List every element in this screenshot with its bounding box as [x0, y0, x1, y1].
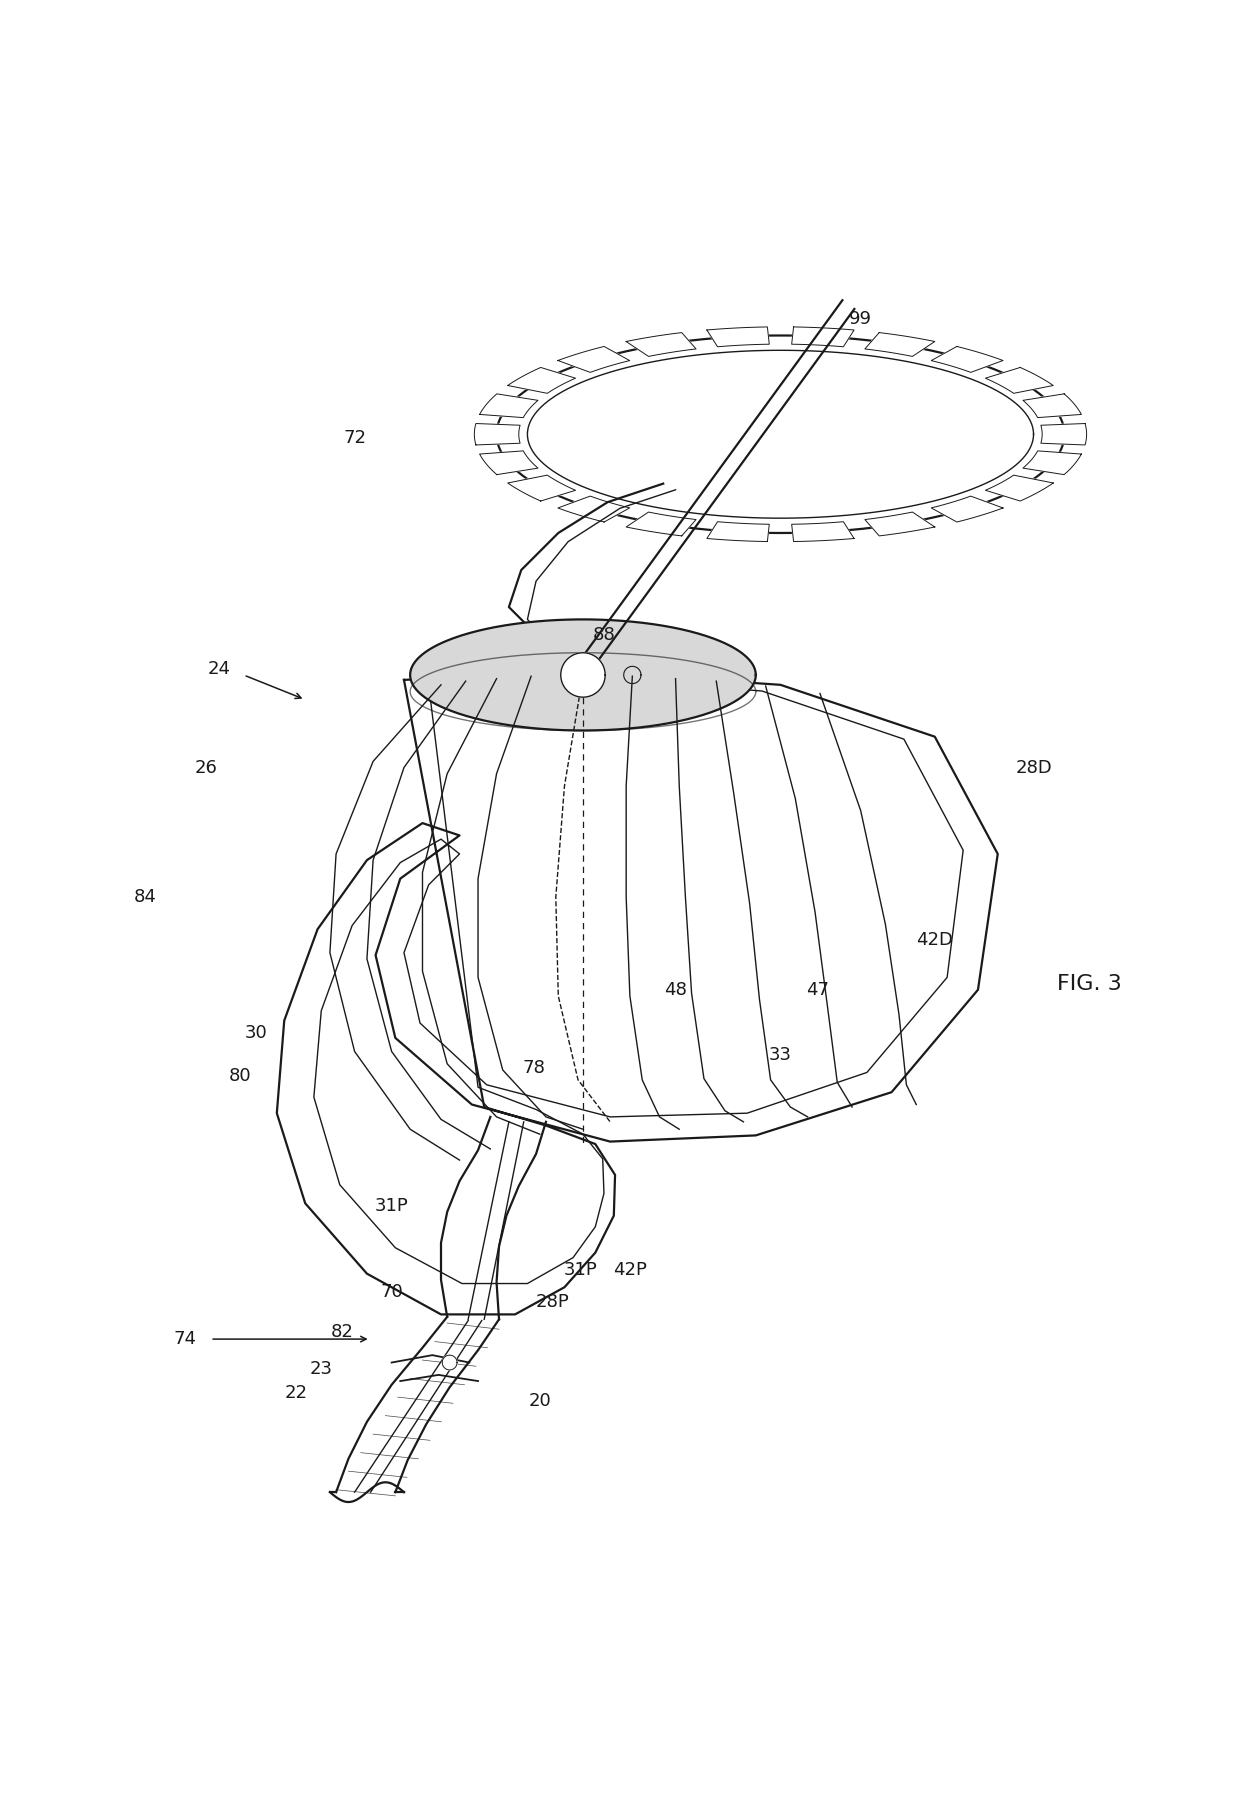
Text: 22: 22 — [285, 1384, 308, 1402]
Text: 74: 74 — [174, 1330, 197, 1348]
Polygon shape — [480, 451, 538, 475]
Text: 99: 99 — [849, 311, 872, 329]
Polygon shape — [480, 395, 538, 418]
Polygon shape — [507, 475, 575, 500]
Text: 48: 48 — [665, 980, 687, 999]
Text: 31P: 31P — [564, 1261, 598, 1279]
Polygon shape — [443, 1355, 458, 1370]
Text: 84: 84 — [134, 888, 156, 906]
Polygon shape — [626, 513, 696, 537]
Text: 23: 23 — [310, 1361, 332, 1377]
Text: 31P: 31P — [374, 1197, 408, 1215]
Text: 80: 80 — [228, 1068, 252, 1086]
Polygon shape — [558, 497, 630, 522]
Text: 70: 70 — [381, 1282, 403, 1301]
Text: 24: 24 — [207, 660, 231, 678]
Polygon shape — [864, 333, 935, 357]
Polygon shape — [791, 522, 854, 542]
Text: 28D: 28D — [1016, 759, 1052, 777]
Text: 47: 47 — [806, 980, 830, 999]
Text: 78: 78 — [522, 1059, 546, 1077]
Text: 82: 82 — [331, 1322, 353, 1341]
Polygon shape — [410, 620, 756, 731]
Text: 28P: 28P — [536, 1293, 569, 1311]
Polygon shape — [707, 327, 769, 347]
Text: FIG. 3: FIG. 3 — [1056, 973, 1121, 993]
Polygon shape — [558, 346, 630, 373]
Polygon shape — [986, 367, 1053, 393]
Text: 42D: 42D — [916, 931, 954, 950]
Polygon shape — [1023, 395, 1081, 418]
Text: 88: 88 — [593, 626, 615, 644]
Polygon shape — [931, 346, 1003, 373]
Polygon shape — [864, 513, 935, 537]
Polygon shape — [986, 475, 1053, 500]
Text: 30: 30 — [244, 1024, 267, 1042]
Polygon shape — [496, 335, 1064, 533]
Polygon shape — [1023, 451, 1081, 475]
Text: 20: 20 — [528, 1392, 551, 1410]
Polygon shape — [707, 522, 769, 542]
Polygon shape — [560, 653, 605, 697]
Polygon shape — [507, 367, 575, 393]
Text: 33: 33 — [769, 1046, 792, 1064]
Polygon shape — [475, 424, 520, 446]
Polygon shape — [1040, 424, 1086, 446]
Text: 72: 72 — [343, 429, 366, 447]
Polygon shape — [931, 497, 1003, 522]
Polygon shape — [626, 333, 696, 357]
Text: 26: 26 — [195, 759, 218, 777]
Text: 42P: 42P — [613, 1261, 647, 1279]
Polygon shape — [277, 671, 998, 1315]
Polygon shape — [791, 327, 854, 347]
